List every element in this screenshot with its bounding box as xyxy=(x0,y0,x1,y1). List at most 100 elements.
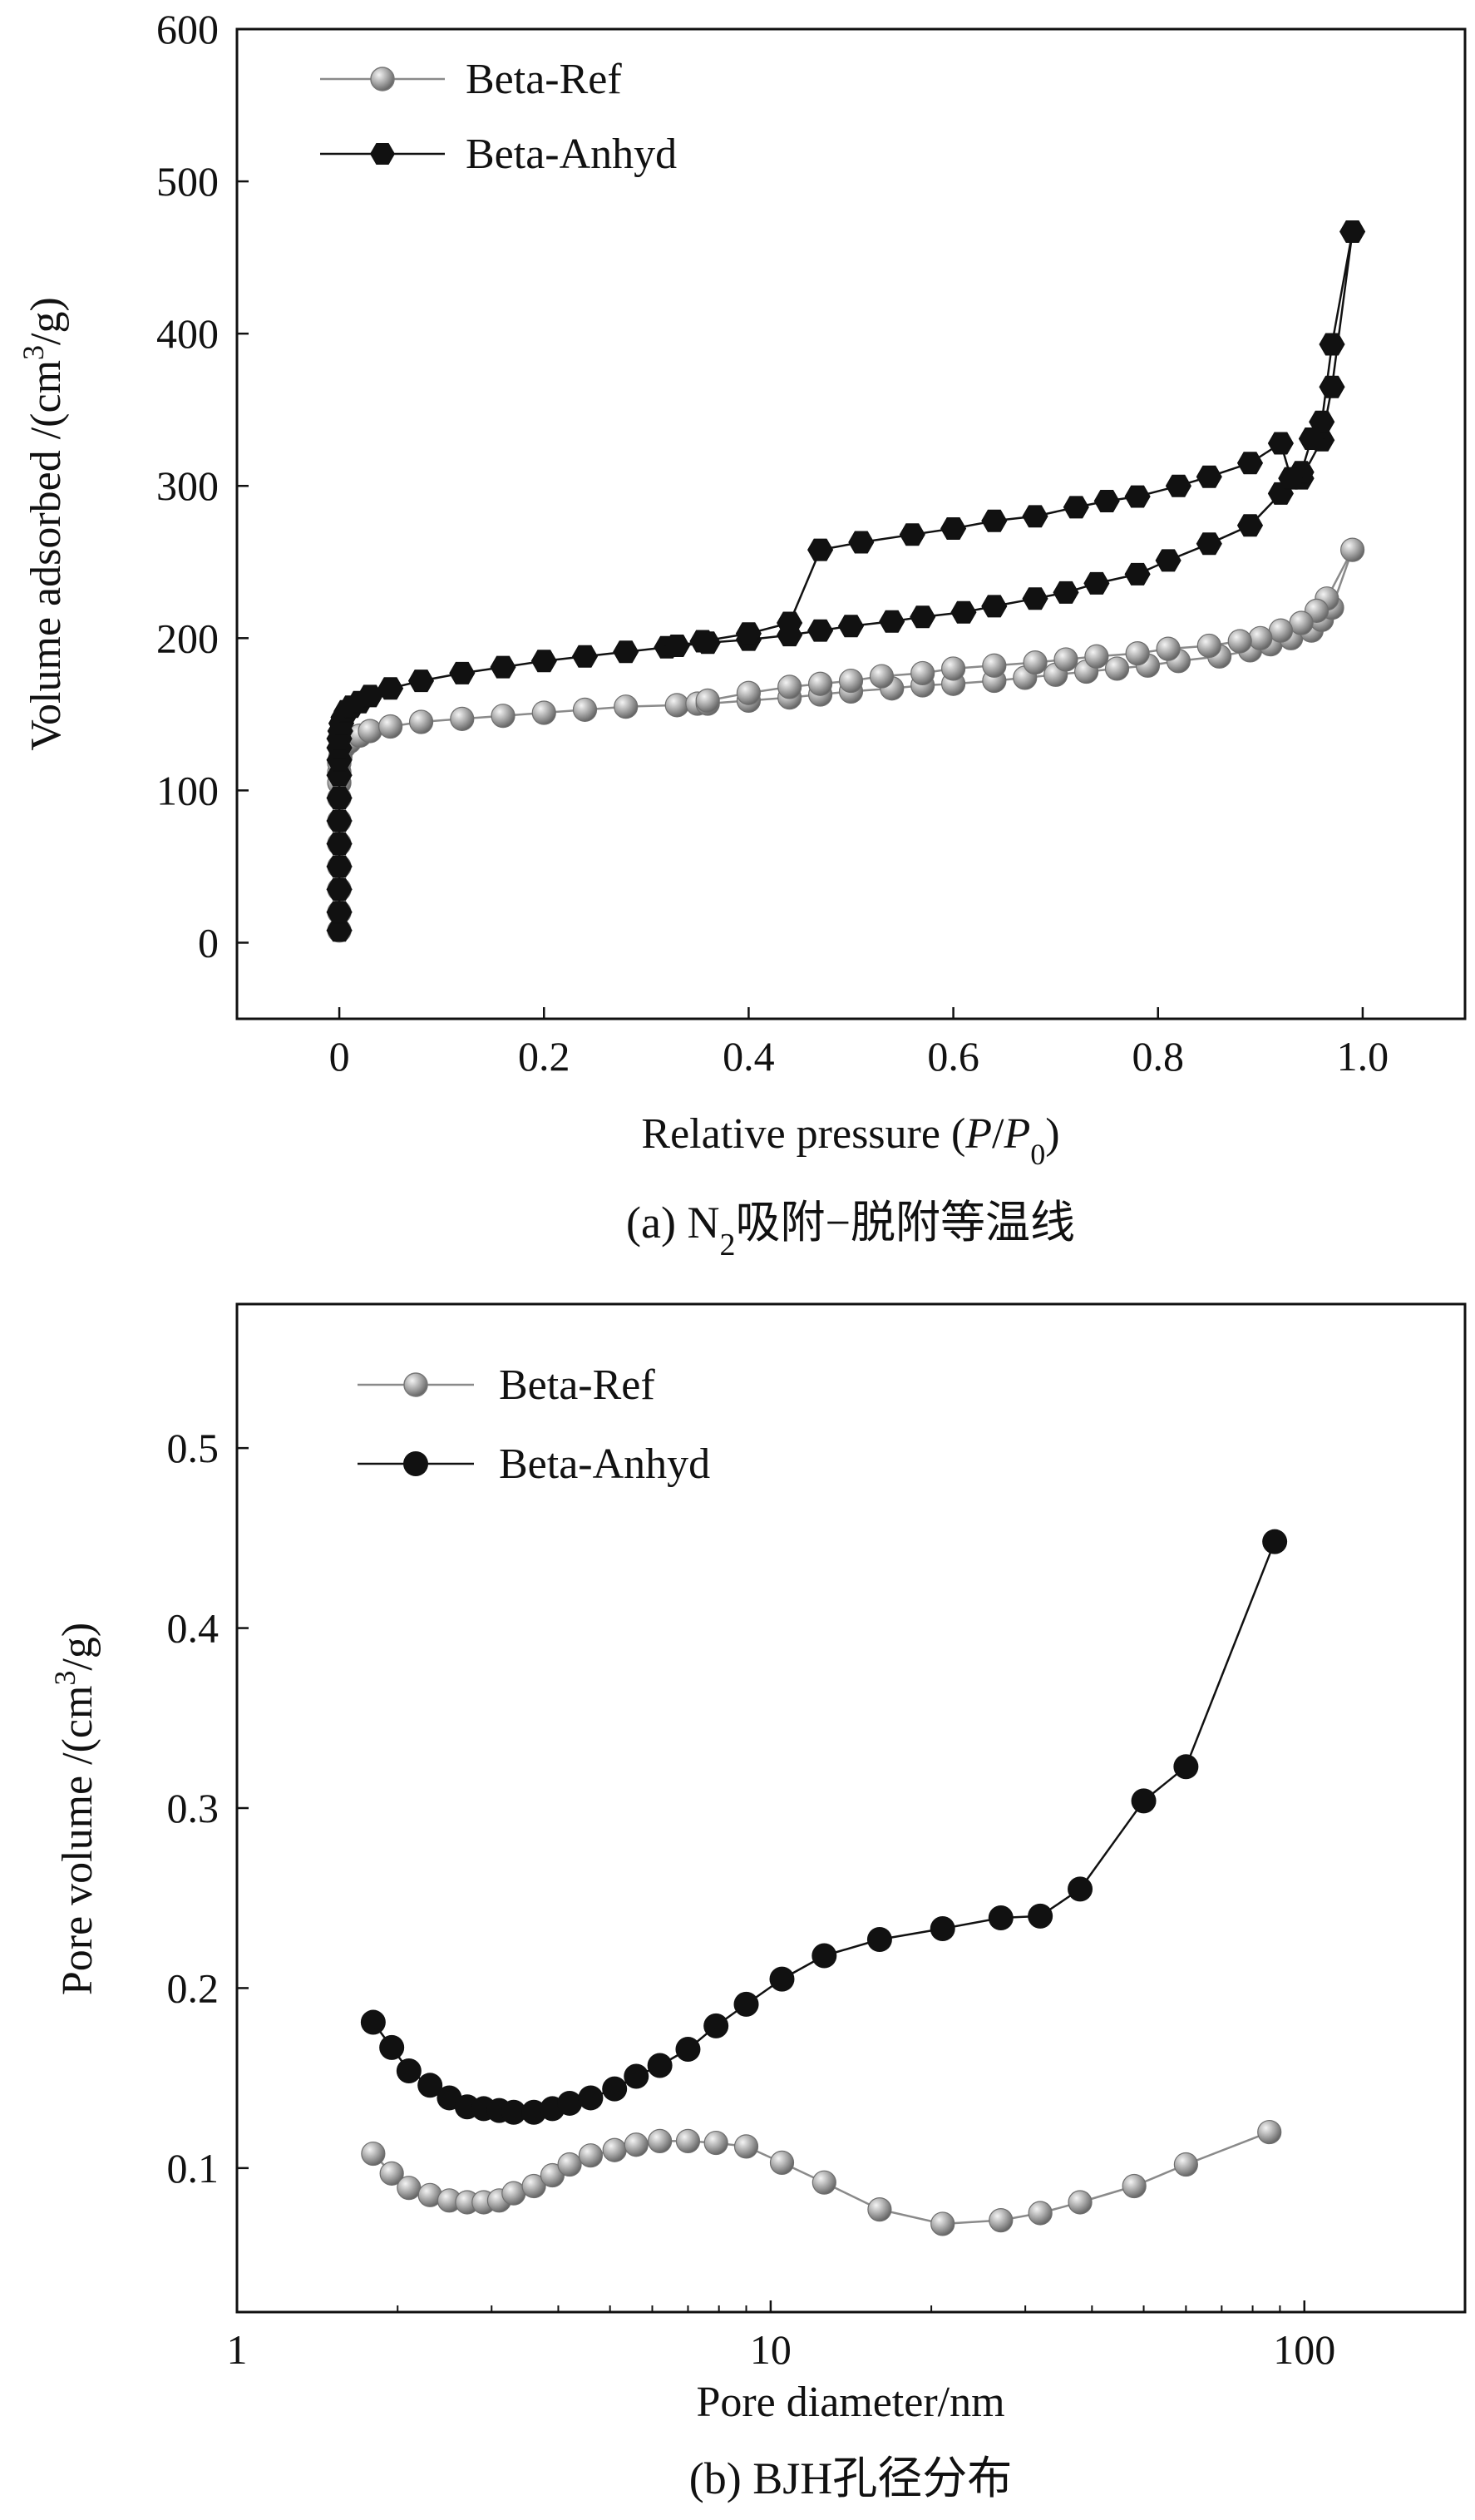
legend-b-anhyd-marker xyxy=(403,1451,428,1476)
data-point xyxy=(899,523,925,546)
data-point xyxy=(578,2143,604,2168)
data-point xyxy=(777,611,803,635)
data-point xyxy=(397,2176,422,2201)
data-point xyxy=(572,697,598,722)
data-point xyxy=(769,1966,795,1992)
data-point xyxy=(733,1991,759,2017)
x-tick-label: 100 xyxy=(1273,2326,1335,2373)
data-point xyxy=(807,671,833,696)
panel-a-x-axis-label: Relative pressure (P/P0) xyxy=(641,1110,1059,1171)
y-tick-label: 400 xyxy=(156,310,219,357)
data-point xyxy=(1236,452,1264,475)
data-point xyxy=(501,2099,526,2125)
data-point xyxy=(867,2197,892,2222)
data-point xyxy=(624,2132,649,2157)
data-point xyxy=(1267,432,1294,455)
series-beta-anhyd xyxy=(326,220,1366,942)
data-point xyxy=(450,706,475,731)
data-point xyxy=(326,855,353,878)
y-tick-label: 600 xyxy=(156,6,219,52)
data-point xyxy=(837,615,865,638)
data-point xyxy=(602,2137,627,2162)
data-point xyxy=(1053,581,1079,604)
data-point xyxy=(811,2170,836,2195)
data-point xyxy=(1165,474,1191,497)
data-point xyxy=(531,700,556,725)
data-point xyxy=(1236,514,1264,537)
data-point xyxy=(557,2152,582,2177)
data-point xyxy=(1196,532,1222,556)
x-tick-label: 0.4 xyxy=(723,1033,775,1080)
data-point xyxy=(1248,625,1273,650)
series-line xyxy=(372,1541,1276,2114)
data-point xyxy=(407,670,435,693)
data-point xyxy=(950,600,977,624)
data-point xyxy=(1068,2190,1093,2215)
data-point xyxy=(1022,587,1048,610)
data-point xyxy=(1084,644,1109,669)
data-point xyxy=(648,2128,673,2153)
data-point xyxy=(664,635,690,657)
x-tick-label: 0.8 xyxy=(1132,1033,1185,1080)
data-point xyxy=(940,656,966,681)
data-point xyxy=(807,538,834,561)
data-point xyxy=(1122,2173,1147,2199)
data-point xyxy=(326,787,353,809)
data-point xyxy=(1028,2201,1053,2226)
data-point xyxy=(1278,467,1305,490)
legend-a-ref-marker xyxy=(370,67,395,91)
data-point xyxy=(1227,629,1252,654)
data-point xyxy=(695,688,720,713)
y-tick-label: 0 xyxy=(198,919,219,966)
panel-b-x-axis-label: Pore diameter/nm xyxy=(696,2379,1004,2426)
data-point xyxy=(1173,2152,1198,2177)
data-point xyxy=(602,2076,628,2102)
panel-a-y-axis-label: Volume adsorbed /(cm3/g) xyxy=(17,297,70,751)
data-point xyxy=(1309,410,1335,433)
data-point xyxy=(989,2208,1014,2233)
data-point xyxy=(910,605,936,629)
data-point xyxy=(1093,490,1120,512)
data-point xyxy=(1268,618,1294,643)
data-point xyxy=(1063,496,1089,519)
panel-a-series xyxy=(326,220,1366,943)
data-point xyxy=(521,2099,547,2125)
data-point xyxy=(982,653,1007,678)
data-point xyxy=(378,714,403,739)
data-point xyxy=(571,645,599,668)
data-point xyxy=(1104,656,1130,681)
data-point xyxy=(777,674,802,699)
x-tick-label: 1.0 xyxy=(1337,1033,1389,1080)
data-point xyxy=(1319,333,1345,356)
y-tick-label: 0.1 xyxy=(167,2145,220,2191)
panel-b-bjh: 1 10 100 0.1 0.2 0.3 0.4 0.5 Beta-Ref Beta-Anhy… xyxy=(48,1302,1467,2503)
panel-b-legend: Beta-Ref Beta-Anhyd xyxy=(358,1361,710,1488)
panel-a-isotherm: 0 0.2 0.4 0.6 0.8 1.0 0 100 200 300 400 500 600 Beta… xyxy=(17,6,1467,1262)
data-point xyxy=(1053,647,1078,672)
data-point xyxy=(1155,549,1181,572)
data-point xyxy=(910,660,935,686)
series-line xyxy=(338,548,1354,931)
data-point xyxy=(379,2161,404,2186)
data-point xyxy=(664,693,689,718)
data-point xyxy=(578,2085,604,2111)
data-point xyxy=(675,2037,701,2063)
data-point xyxy=(521,2173,546,2199)
data-point xyxy=(1083,571,1110,595)
data-point xyxy=(689,630,716,653)
data-point xyxy=(1289,610,1314,635)
data-point xyxy=(1124,562,1151,586)
data-point xyxy=(1028,1903,1053,1929)
x-tick-label: 10 xyxy=(750,2326,792,2373)
data-point xyxy=(1125,641,1150,666)
legend-b-anhyd-label: Beta-Anhyd xyxy=(499,1440,710,1488)
x-tick-label: 0 xyxy=(329,1033,350,1080)
y-tick-label: 100 xyxy=(156,767,219,813)
data-point xyxy=(1023,650,1048,675)
data-point xyxy=(879,610,905,633)
panel-b-axis-ticks: 1 10 100 0.1 0.2 0.3 0.4 0.5 xyxy=(167,1425,1336,2373)
data-point xyxy=(361,2141,386,2167)
data-point xyxy=(1124,485,1151,508)
data-point xyxy=(557,2090,583,2116)
